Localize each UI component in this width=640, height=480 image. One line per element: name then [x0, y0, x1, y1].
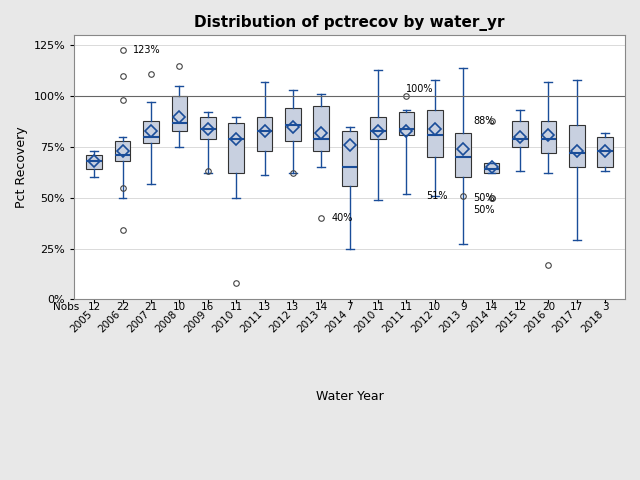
Text: 100%: 100%	[406, 84, 434, 94]
Text: 50%: 50%	[473, 193, 495, 203]
PathPatch shape	[484, 163, 499, 173]
Text: 7: 7	[346, 302, 353, 312]
Text: 21: 21	[145, 302, 157, 312]
Text: 10: 10	[428, 302, 442, 312]
PathPatch shape	[456, 133, 471, 178]
Text: 11: 11	[371, 302, 385, 312]
Text: 12: 12	[88, 302, 101, 312]
PathPatch shape	[285, 108, 301, 141]
X-axis label: Water Year: Water Year	[316, 390, 383, 403]
PathPatch shape	[342, 131, 358, 186]
Text: 17: 17	[570, 302, 584, 312]
Text: 12: 12	[513, 302, 527, 312]
Text: 3: 3	[602, 302, 609, 312]
Text: 13: 13	[286, 302, 300, 312]
Text: 50%: 50%	[473, 205, 495, 215]
PathPatch shape	[371, 117, 386, 139]
Text: Nobs: Nobs	[52, 302, 79, 312]
Text: 16: 16	[201, 302, 214, 312]
PathPatch shape	[597, 137, 613, 168]
PathPatch shape	[115, 141, 131, 161]
Text: 22: 22	[116, 302, 129, 312]
PathPatch shape	[257, 117, 272, 151]
Text: 11: 11	[230, 302, 243, 312]
PathPatch shape	[314, 107, 329, 151]
Title: Distribution of pctrecov by water_yr: Distribution of pctrecov by water_yr	[195, 15, 505, 31]
Text: 14: 14	[485, 302, 498, 312]
Text: 14: 14	[315, 302, 328, 312]
Text: 9: 9	[460, 302, 467, 312]
Y-axis label: Pct Recovery: Pct Recovery	[15, 127, 28, 208]
PathPatch shape	[427, 110, 443, 157]
PathPatch shape	[172, 96, 187, 131]
PathPatch shape	[228, 123, 244, 173]
PathPatch shape	[569, 125, 584, 168]
PathPatch shape	[399, 112, 414, 135]
Text: 40%: 40%	[332, 213, 353, 223]
Text: 10: 10	[173, 302, 186, 312]
Text: 20: 20	[542, 302, 555, 312]
PathPatch shape	[541, 120, 556, 153]
PathPatch shape	[200, 117, 216, 139]
PathPatch shape	[86, 155, 102, 169]
Text: 88%: 88%	[473, 116, 495, 126]
Text: 13: 13	[258, 302, 271, 312]
Text: 123%: 123%	[132, 45, 160, 55]
Text: 51%: 51%	[426, 191, 448, 201]
Text: 11: 11	[400, 302, 413, 312]
PathPatch shape	[143, 120, 159, 143]
PathPatch shape	[512, 120, 528, 147]
